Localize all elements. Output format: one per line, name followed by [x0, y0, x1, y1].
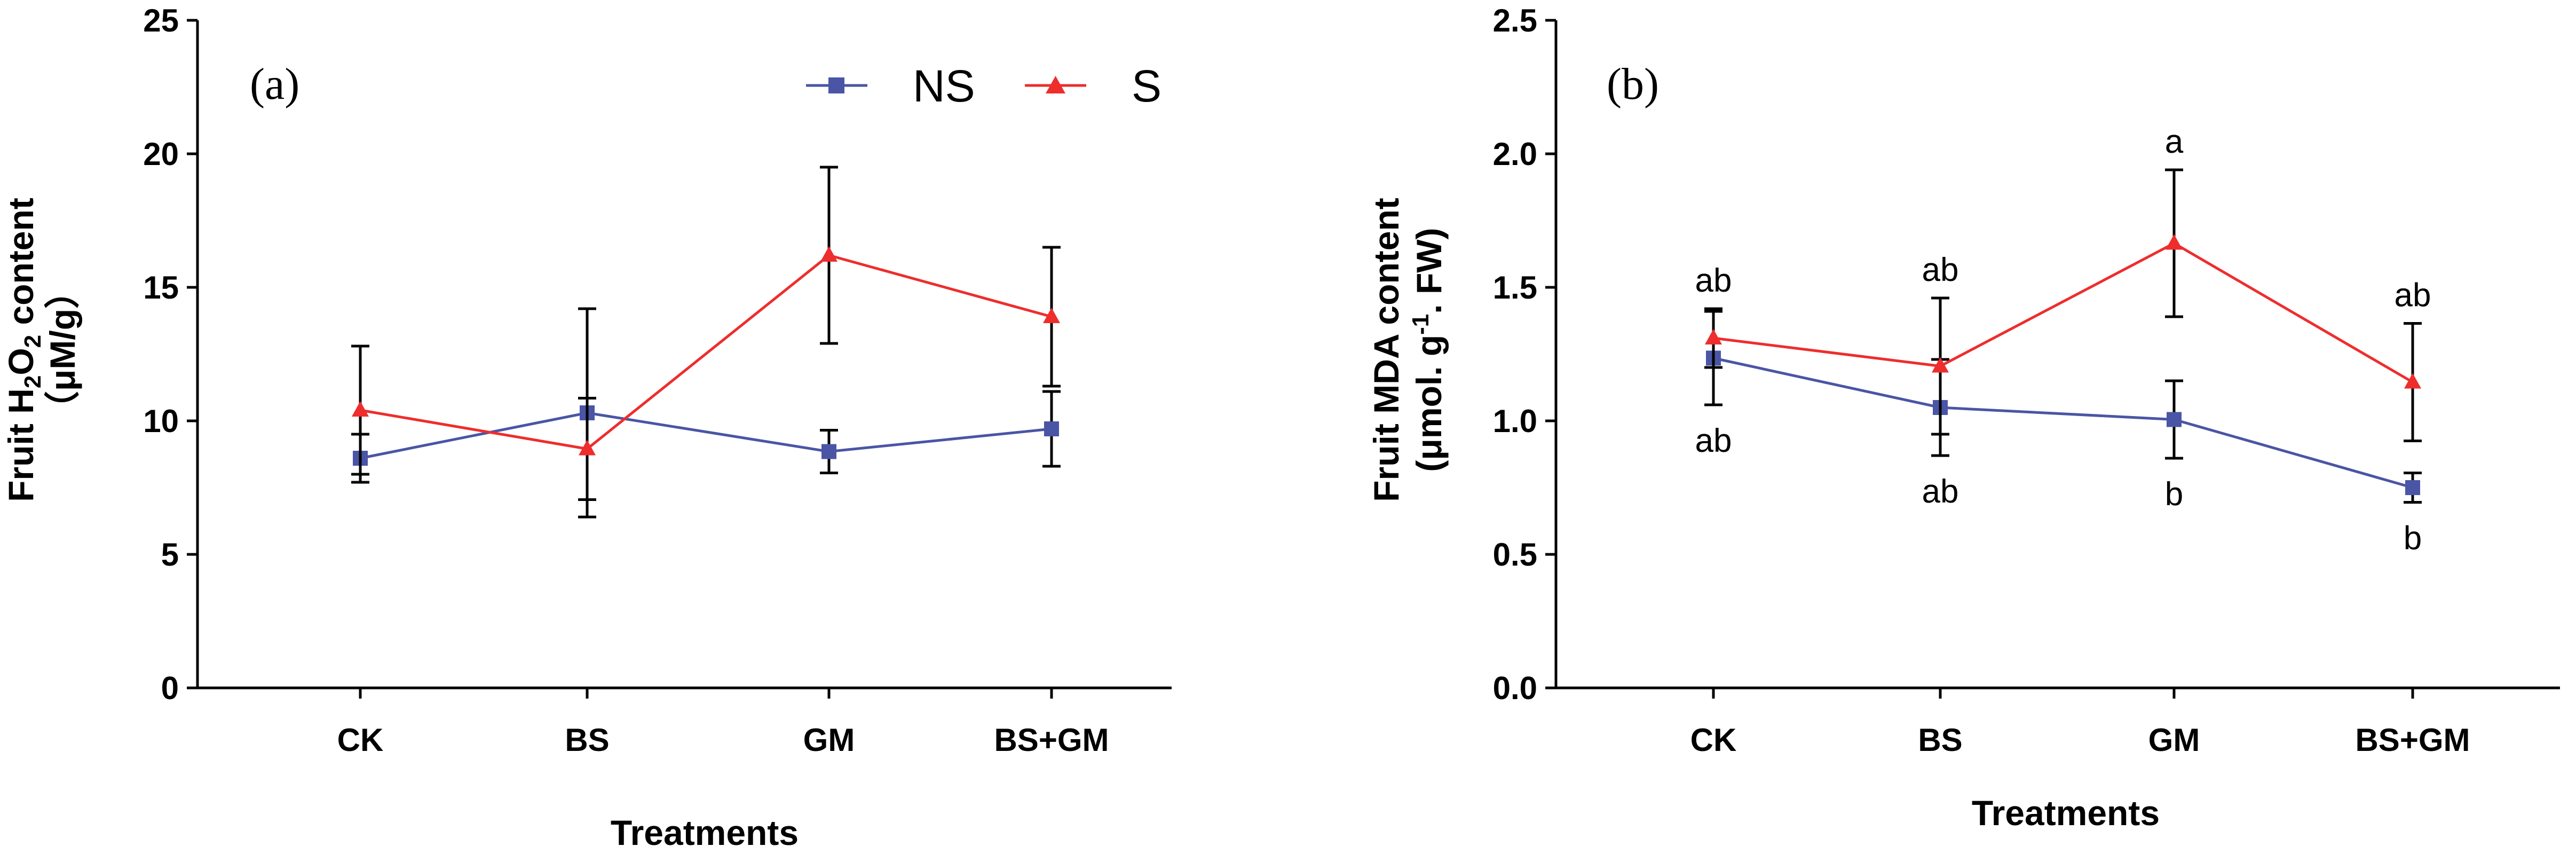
x-tick-label-a: BS+GM: [994, 722, 1109, 758]
series-line-s-a: [360, 254, 1052, 451]
significance-label-s-b: ab: [1922, 252, 1959, 288]
y-tick-label-a: 10: [143, 403, 179, 439]
data-point-s-a: [352, 401, 369, 417]
x-tick-label-a: BS: [565, 722, 609, 758]
y-tick-label-b: 2.0: [1493, 136, 1537, 172]
x-tick-label-b: BS: [1918, 722, 1962, 758]
legend-a: NS S: [806, 61, 1161, 111]
y-tick-label-a: 25: [143, 3, 179, 38]
y-tick-label-b: 0.0: [1493, 670, 1537, 706]
legend-s-label: S: [1132, 61, 1161, 111]
series-line-ns-b: [1713, 357, 2413, 489]
legend-s-triangle-marker: [1046, 76, 1065, 93]
x-tick-label-b: CK: [1690, 722, 1737, 758]
x-tick-label-a: CK: [337, 722, 384, 758]
significance-label-ns-b: b: [2165, 476, 2183, 513]
y-axis-unit-a: （μM/g）: [43, 273, 82, 426]
data-point-s-a: [820, 246, 837, 262]
y-tick-label-a: 20: [143, 136, 179, 172]
y-tick-label-b: 1.5: [1493, 270, 1537, 305]
panel-label-a: (a): [250, 59, 299, 109]
x-tick-label-b: BS+GM: [2355, 722, 2470, 758]
data-point-s-a: [1043, 308, 1060, 323]
panel-a: (a) Fruit H2O2 content （μM/g） Treatments…: [1, 3, 1172, 852]
y-tick-label-b: 1.0: [1493, 403, 1537, 439]
data-point-ns-b: [2405, 480, 2420, 495]
panel-b: (b) Fruit MDA content (μmol. g-1. FW) Tr…: [1366, 3, 2560, 833]
y-axis-title-a: Fruit H2O2 content: [1, 198, 46, 502]
x-tick-label-b: GM: [2148, 722, 2200, 758]
data-point-s-b: [1705, 329, 1722, 344]
y-tick-label-a: 0: [161, 670, 179, 706]
y-axis-unit-b: (μmol. g-1. FW): [1408, 228, 1449, 472]
x-axis-title-a: Treatments: [611, 813, 799, 852]
data-point-ns-a: [1044, 421, 1059, 436]
series-line-ns-a: [360, 411, 1052, 460]
significance-label-ns-b: ab: [1695, 422, 1732, 459]
y-tick-label-b: 2.5: [1493, 3, 1537, 38]
significance-label-ns-b: b: [2404, 520, 2422, 557]
data-point-s-b: [2404, 373, 2421, 389]
y-axis-title-b: Fruit MDA content: [1366, 198, 1406, 502]
y-tick-label-b: 0.5: [1493, 537, 1537, 573]
y-tick-label-a: 5: [161, 537, 179, 573]
significance-label-s-b: ab: [2395, 277, 2431, 314]
legend-ns-square-marker: [828, 77, 844, 93]
data-point-ns-a: [821, 444, 836, 459]
data-point-s-b: [1932, 357, 1949, 373]
x-tick-label-a: GM: [803, 722, 855, 758]
series-line-s-b: [1713, 241, 2414, 383]
panel-label-b: (b): [1607, 59, 1659, 109]
significance-label-ns-b: ab: [1922, 473, 1959, 510]
data-point-s-b: [2166, 234, 2183, 250]
significance-label-s-b: a: [2165, 123, 2184, 160]
legend-ns-label: NS: [913, 61, 975, 111]
x-axis-title-b: Treatments: [1972, 793, 2160, 833]
data-point-ns-b: [2167, 412, 2182, 427]
data-point-s-a: [579, 440, 596, 456]
significance-label-s-b: ab: [1695, 262, 1732, 299]
y-tick-label-a: 15: [143, 270, 179, 305]
